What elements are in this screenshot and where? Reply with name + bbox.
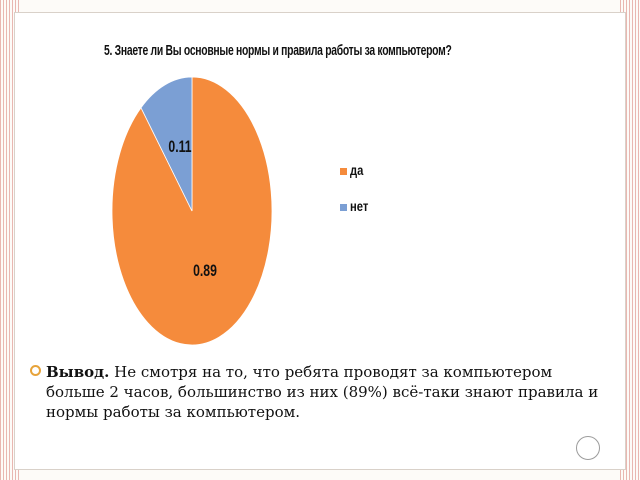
conclusion-lead: Вывод.	[46, 363, 110, 381]
data-label-da: 0.89	[193, 262, 217, 280]
pie-slice-net	[140, 76, 193, 212]
conclusion-text: Вывод. Не смотря на то, что ребята прово…	[36, 362, 606, 422]
conclusion-paragraph: Вывод. Не смотря на то, что ребята прово…	[30, 362, 606, 422]
legend-swatch-net	[340, 204, 347, 211]
chart-title: 5. Знаете ли Вы основные нормы и правила…	[104, 42, 452, 59]
bullet-icon	[30, 365, 41, 376]
data-label-net: 0.11	[168, 138, 191, 156]
conclusion-body: Не смотря на то, что ребята проводят за …	[46, 363, 599, 421]
legend-swatch-da	[340, 168, 347, 175]
legend-label-da: да	[350, 162, 364, 178]
slide-page-circle	[576, 436, 600, 460]
legend-label-net: нет	[350, 198, 369, 214]
